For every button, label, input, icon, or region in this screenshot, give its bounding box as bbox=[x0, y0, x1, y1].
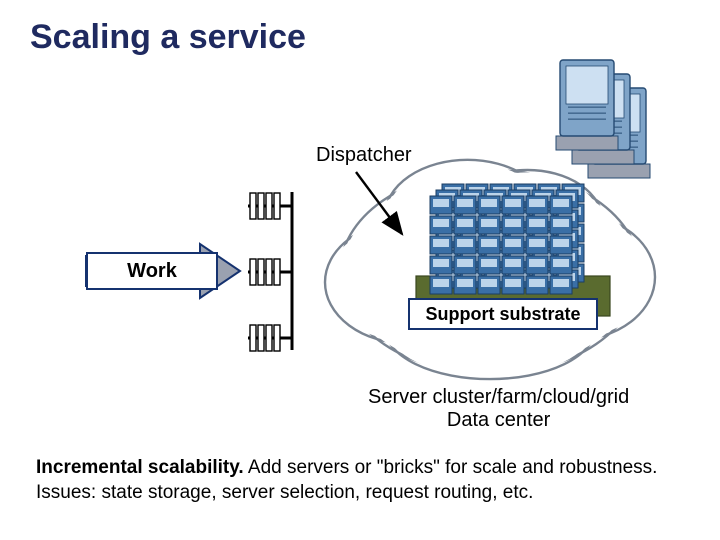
server-grid-icon bbox=[416, 184, 610, 316]
work-box-text: Work bbox=[127, 260, 177, 283]
support-substrate-text: Support substrate bbox=[425, 304, 580, 325]
paragraph-strong: Incremental scalability. bbox=[36, 457, 244, 478]
support-substrate-box: Support substrate bbox=[408, 298, 598, 330]
work-box: Work bbox=[86, 252, 218, 290]
servers-icon bbox=[556, 60, 650, 178]
caption-line2: Data center bbox=[368, 409, 629, 432]
dispatcher-label: Dispatcher bbox=[316, 144, 412, 167]
cluster-caption: Server cluster/farm/cloud/grid Data cent… bbox=[368, 386, 629, 432]
caption-line1: Server cluster/farm/cloud/grid bbox=[368, 386, 629, 409]
paragraph-line2: Issues: state storage, server selection,… bbox=[36, 481, 657, 506]
body-paragraph: Incremental scalability. Add servers or … bbox=[36, 456, 657, 505]
page-title: Scaling a service bbox=[30, 18, 306, 57]
paragraph-rest: Add servers or "bricks" for scale and ro… bbox=[244, 457, 658, 478]
